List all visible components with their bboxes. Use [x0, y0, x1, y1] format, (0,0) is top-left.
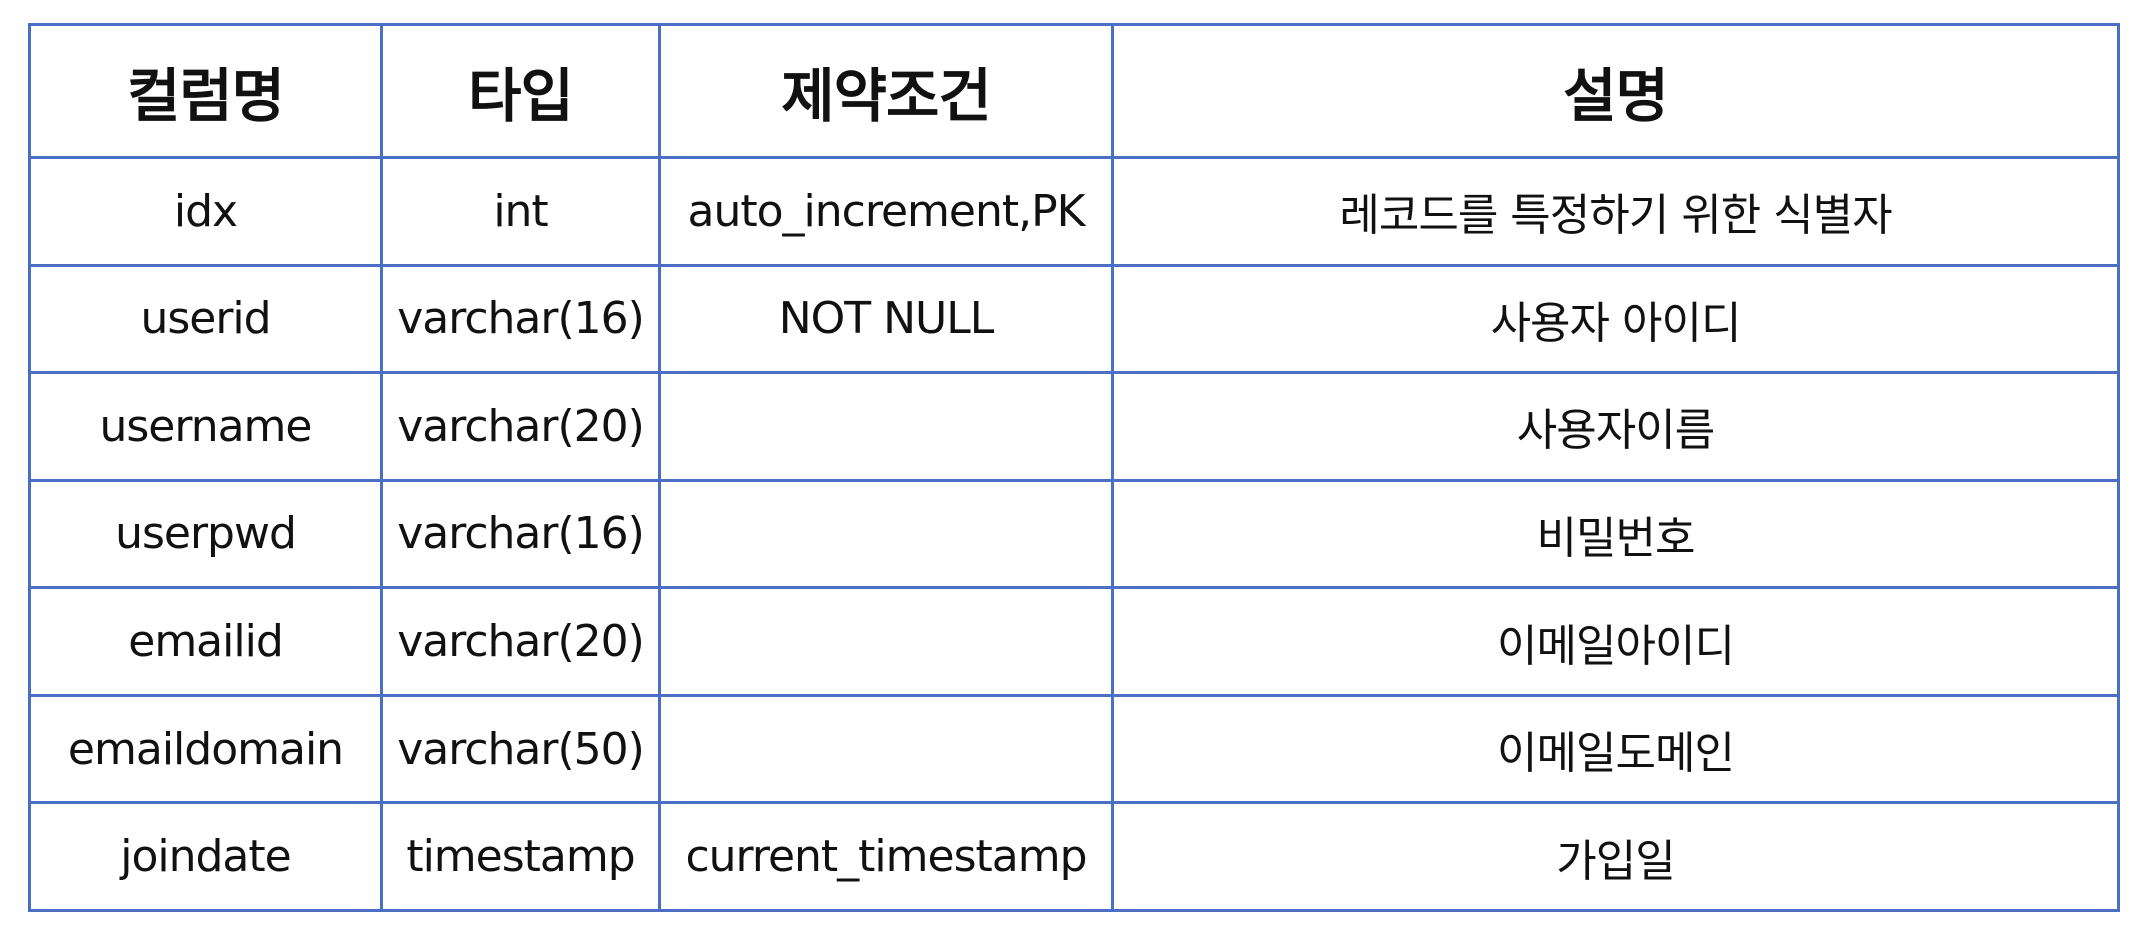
table-row: emaildomain varchar(50) 이메일도메인: [28, 693, 2120, 805]
cell-column-name: idx: [28, 156, 383, 267]
cell-description: 가입일: [1111, 801, 2120, 912]
cell-description: 비밀번호: [1111, 478, 2120, 590]
cell-description: 사용자이름: [1111, 371, 2120, 482]
cell-column-name: emaildomain: [28, 693, 383, 805]
cell-type: varchar(20): [380, 586, 661, 697]
header-row: 컬럼명 타입 제약조건 설명: [28, 23, 2120, 159]
cell-column-name: username: [28, 371, 383, 482]
cell-type: timestamp: [380, 801, 661, 912]
cell-type: varchar(20): [380, 371, 661, 482]
table-row: username varchar(20) 사용자이름: [28, 371, 2120, 482]
cell-constraint: [658, 478, 1114, 590]
table-row: userid varchar(16) NOT NULL 사용자 아이디: [28, 263, 2120, 375]
cell-constraint: auto_increment,PK: [658, 156, 1114, 267]
cell-column-name: joindate: [28, 801, 383, 912]
cell-type: varchar(16): [380, 478, 661, 590]
cell-constraint: NOT NULL: [658, 263, 1114, 375]
header-column-name: 컬럼명: [28, 23, 383, 159]
table-row: idx int auto_increment,PK 레코드를 특정하기 위한 식…: [28, 156, 2120, 267]
table-row: userpwd varchar(16) 비밀번호: [28, 478, 2120, 590]
cell-type: varchar(50): [380, 693, 661, 805]
table-row: joindate timestamp current_timestamp 가입일: [28, 801, 2120, 912]
cell-description: 이메일도메인: [1111, 693, 2120, 805]
cell-constraint: [658, 371, 1114, 482]
header-type: 타입: [380, 23, 661, 159]
table-row: emailid varchar(20) 이메일아이디: [28, 586, 2120, 697]
cell-column-name: userpwd: [28, 478, 383, 590]
cell-constraint: current_timestamp: [658, 801, 1114, 912]
header-constraint: 제약조건: [658, 23, 1114, 159]
cell-type: varchar(16): [380, 263, 661, 375]
cell-constraint: [658, 586, 1114, 697]
header-description: 설명: [1111, 23, 2120, 159]
cell-column-name: userid: [28, 263, 383, 375]
cell-type: int: [380, 156, 661, 267]
cell-description: 레코드를 특정하기 위한 식별자: [1111, 156, 2120, 267]
cell-constraint: [658, 693, 1114, 805]
cell-description: 사용자 아이디: [1111, 263, 2120, 375]
cell-description: 이메일아이디: [1111, 586, 2120, 697]
cell-column-name: emailid: [28, 586, 383, 697]
schema-table: 컬럼명 타입 제약조건 설명 idx int auto_increment,PK…: [28, 23, 2120, 912]
